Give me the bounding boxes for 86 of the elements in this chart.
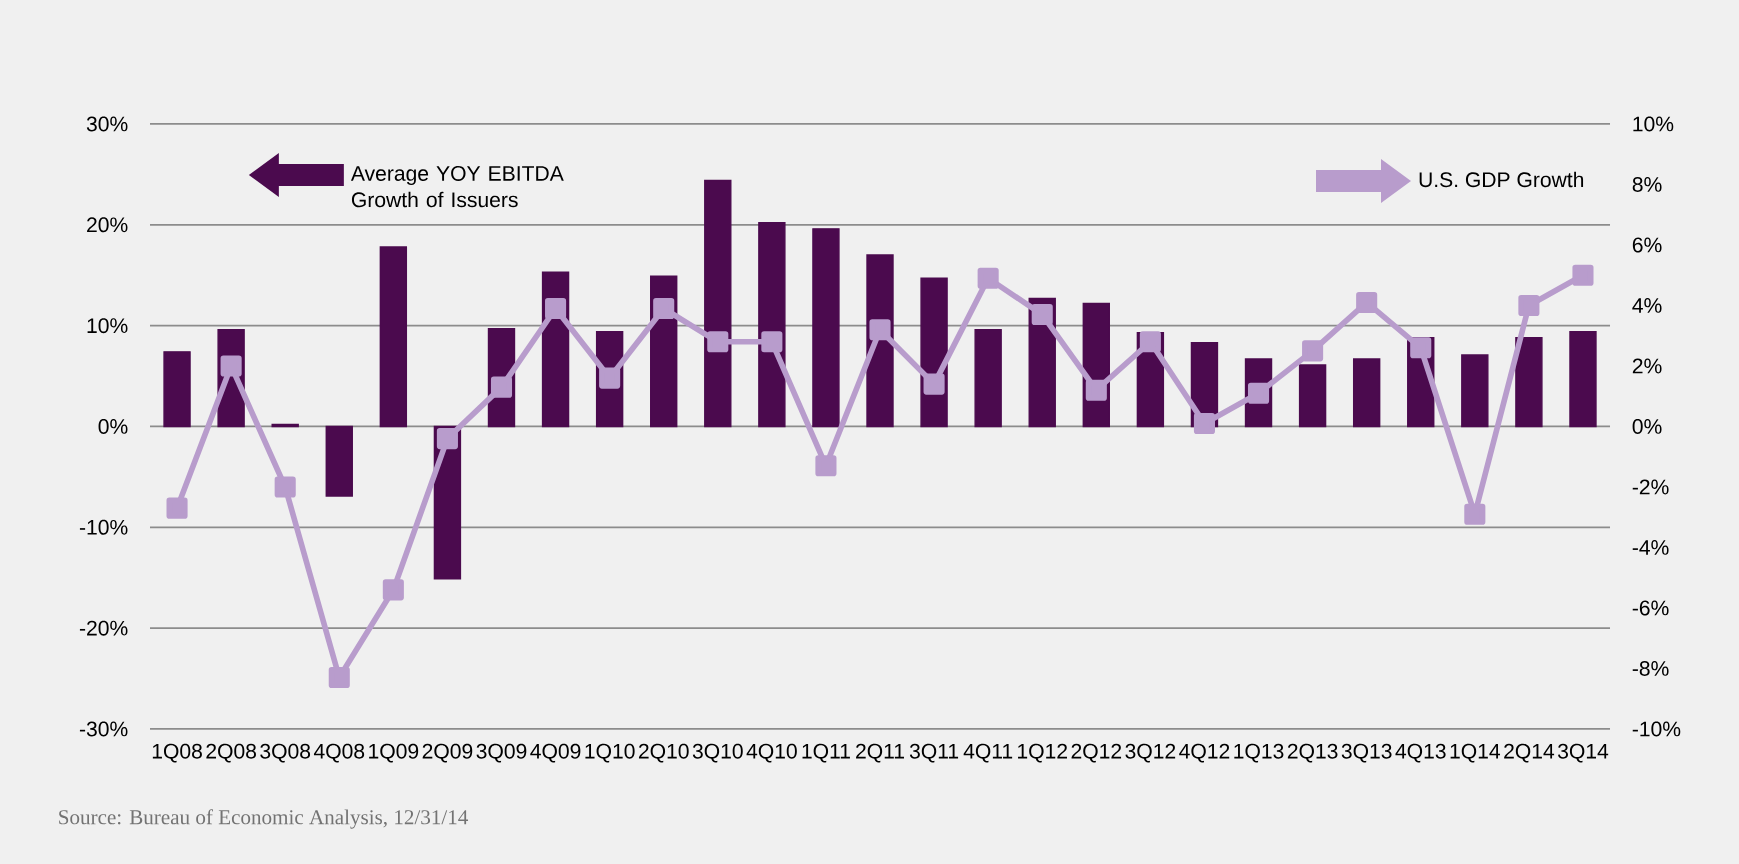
x-tick-label: 3Q11 (909, 743, 959, 763)
x-tick-label: 1Q11 (802, 743, 850, 763)
y-tick-label: -10% (79, 519, 128, 535)
x-tick-label: 4Q10 (746, 743, 797, 763)
y2-tick-label: 2% (1632, 358, 1662, 374)
point (328, 667, 350, 689)
bar (974, 328, 1002, 428)
x-tick-label: 2Q14 (1504, 743, 1555, 763)
bar (812, 228, 840, 428)
y2-tick-label: -6% (1632, 600, 1669, 616)
y2-tick-label: -8% (1632, 661, 1669, 676)
bar (1461, 354, 1489, 428)
x-tick-label: 1Q13 (1234, 743, 1284, 763)
x-tick-label: 2Q12 (1071, 743, 1122, 763)
point (653, 297, 675, 320)
point (1464, 503, 1486, 525)
point (599, 367, 621, 389)
x-tick-label: 2Q10 (638, 743, 689, 763)
y-tick-label: 30% (86, 116, 128, 132)
point (1193, 412, 1215, 434)
point (707, 331, 729, 353)
point (274, 476, 296, 498)
y2-tick-label: 10% (1633, 116, 1674, 132)
y-tick-label: -20% (79, 620, 128, 636)
point (1139, 331, 1161, 353)
y2-tick-label: 4% (1632, 298, 1662, 313)
x-tick-label: 1Q08 (152, 743, 202, 763)
x-tick-label: 4Q11 (963, 743, 1013, 763)
legend-label: Average YOY EBITDA Growth of Issuers (350, 165, 564, 208)
x-tick-label: 2Q11 (856, 743, 904, 763)
x-tick-label: 4Q12 (1179, 743, 1230, 763)
point (490, 376, 513, 398)
y2-tick-label: -4% (1632, 540, 1669, 555)
y-tick-label: -30% (79, 721, 128, 737)
point (1572, 264, 1594, 286)
bar (1352, 358, 1381, 428)
x-tick-label: 2Q13 (1287, 743, 1338, 763)
point (869, 319, 891, 341)
point (977, 267, 999, 289)
y2-tick-label: 6% (1632, 237, 1662, 253)
bar (379, 246, 408, 428)
point (220, 355, 242, 377)
point (436, 428, 458, 450)
bar (1515, 337, 1543, 428)
x-tick-label: 3Q09 (476, 743, 527, 763)
x-tick-label: 1Q12 (1018, 743, 1067, 763)
point (1356, 291, 1378, 314)
y2-tick-label: 8% (1632, 177, 1662, 192)
point (761, 331, 783, 353)
bar (271, 423, 299, 428)
point (382, 579, 404, 601)
point (1302, 340, 1324, 362)
bar (704, 179, 732, 428)
x-tick-label: 1Q09 (369, 743, 419, 763)
y2-tick-label: 0% (1632, 419, 1662, 434)
x-tick-label: 3Q10 (692, 743, 743, 763)
x-tick-label: 3Q13 (1341, 743, 1392, 763)
bar (325, 425, 353, 497)
y2-tick-label: -10% (1632, 721, 1681, 737)
source-note: Source: Bureau of Economic Analysis, 12/31/14 (59, 809, 469, 829)
y-tick-label: 20% (87, 217, 128, 233)
x-tick-label: 3Q14 (1558, 743, 1609, 763)
x-tick-label: 4Q09 (530, 743, 581, 763)
point (166, 497, 188, 519)
x-tick-label: 3Q08 (260, 743, 311, 763)
x-tick-label: 1Q10 (585, 743, 635, 763)
y-tick-label: 0% (98, 419, 128, 434)
point (923, 373, 945, 395)
point (1085, 379, 1107, 401)
x-tick-label: 4Q13 (1395, 743, 1446, 763)
x-tick-label: 3Q12 (1125, 743, 1176, 763)
bar (163, 351, 191, 428)
y2-tick-label: -2% (1632, 479, 1669, 495)
bar (1569, 331, 1597, 428)
x-tick-label: 2Q08 (206, 743, 256, 763)
point (1031, 304, 1053, 326)
point (545, 297, 567, 320)
y-tick-label: 10% (87, 318, 128, 334)
point (815, 455, 837, 477)
x-tick-label: 4Q08 (313, 743, 365, 763)
legend-label: U.S. GDP Growth (1419, 171, 1584, 188)
bar (1298, 364, 1327, 428)
x-tick-label: 2Q09 (422, 743, 473, 763)
point (1518, 294, 1540, 317)
point (1410, 337, 1432, 359)
x-tick-label: 1Q14 (1450, 743, 1501, 763)
